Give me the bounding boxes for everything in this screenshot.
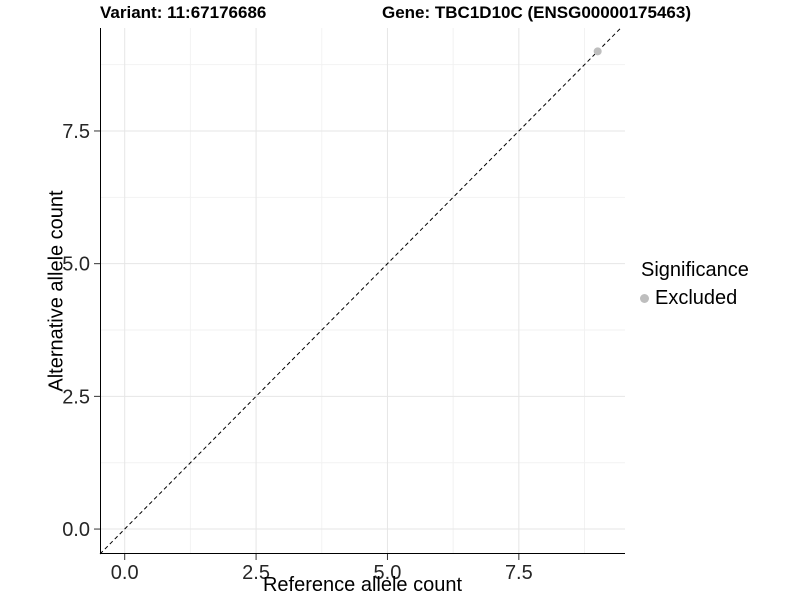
x-tick-label: 5.0 — [374, 562, 402, 584]
y-tick-label: 2.5 — [62, 386, 90, 408]
variant-title: Variant: 11:67176686 — [100, 3, 267, 22]
y-axis-label: Alternative allele count — [45, 190, 68, 392]
y-tick-label: 0.0 — [62, 519, 90, 541]
x-tick-label: 0.0 — [111, 562, 139, 584]
gene-title: Gene: TBC1D10C (ENSG00000175463) — [382, 3, 691, 22]
legend-entry-excluded: Excluded — [636, 286, 749, 310]
legend: Significance Excluded — [636, 258, 749, 310]
x-axis-label: Reference allele count — [262, 574, 462, 596]
legend-entry-label: Excluded — [655, 287, 738, 309]
legend-title: Significance — [641, 259, 749, 281]
legend-point-icon — [640, 293, 649, 303]
plot-panel: 0.0 2.5 5.0 7.5 0.0 2.5 5.0 7.5 — [62, 27, 625, 584]
y-tick-label: 7.5 — [62, 121, 90, 143]
x-tick-label: 2.5 — [242, 562, 270, 584]
identity-line — [99, 27, 622, 555]
y-tick-label: 5.0 — [62, 254, 90, 276]
x-tick-label: 7.5 — [505, 562, 533, 584]
data-point — [593, 47, 602, 56]
